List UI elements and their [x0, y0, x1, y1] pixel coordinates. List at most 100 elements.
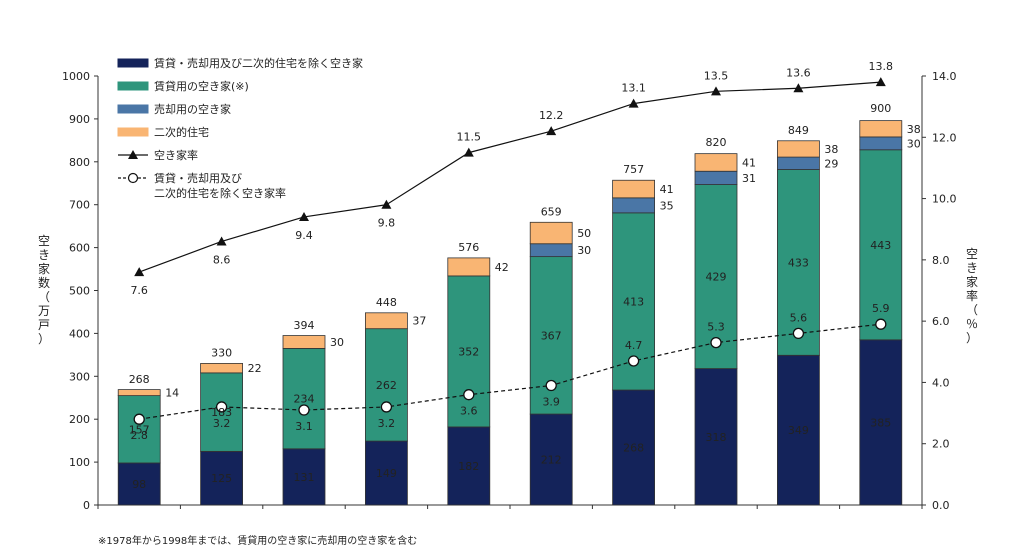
left-tick-label: 600: [69, 242, 90, 255]
segment-value-label: 30: [330, 336, 344, 349]
segment-value-label: 22: [248, 362, 262, 375]
segment-value-label: 157: [129, 423, 150, 436]
legend-swatch: [117, 58, 149, 68]
right-tick-label: 8.0: [932, 254, 950, 267]
segment-value-label: 183: [211, 406, 232, 419]
segment-value-label: 212: [541, 454, 562, 467]
legend-label: 賃貸・売却用及び: [154, 171, 242, 185]
rate-point-circle: [545, 379, 557, 392]
total-value-label: 757: [623, 163, 644, 176]
segment-value-label: 367: [541, 329, 562, 342]
bar-segment: [447, 275, 491, 428]
bar-segment: [859, 120, 903, 138]
segment-value-label: 149: [376, 467, 397, 480]
total-value-label: 820: [706, 136, 727, 149]
total-value-label: 576: [458, 241, 479, 254]
segment-value-label: 131: [294, 471, 315, 484]
segment-value-label: 125: [211, 472, 232, 485]
segment-value-label: 268: [623, 442, 644, 455]
left-tick-label: 900: [69, 113, 90, 126]
bar-segment: [859, 339, 903, 506]
segment-value-label: 262: [376, 379, 397, 392]
rate-point-triangle: [793, 83, 804, 93]
legend-label: 賃貸・売却用及び二次的住宅を除く空き家: [154, 56, 363, 70]
bar-segment: [282, 335, 326, 349]
legend-swatch: [117, 127, 149, 137]
left-tick-label: 300: [69, 370, 90, 383]
rate-point-circle: [627, 355, 640, 367]
segment-value-label: 429: [706, 271, 727, 284]
data-labels: 98 157 14 268 125 183 22 330 131 234 30 394 149 262 37…: [129, 60, 921, 491]
rate-point-circle: [710, 336, 722, 349]
rate-value-label: 5.6: [790, 311, 808, 324]
rate-value-label: 3.9: [542, 395, 560, 408]
segment-value-label: 42: [495, 261, 509, 274]
rate-point-triangle: [216, 236, 227, 246]
legend-label: 空き家率: [154, 148, 198, 162]
left-tick-label: 0: [83, 499, 90, 512]
left-tick-label: 1000: [62, 70, 90, 83]
segment-value-label: 14: [165, 387, 179, 400]
rate-value-label: 5.3: [707, 321, 725, 334]
rate-point-triangle: [628, 98, 639, 108]
bar-segment: [694, 170, 738, 185]
segment-value-label: 385: [870, 416, 891, 429]
legend-swatch: [117, 81, 149, 91]
segment-value-label: 38: [824, 143, 838, 156]
segment-value-label: 234: [294, 393, 315, 406]
bar-segment: [529, 221, 573, 245]
segment-value-label: 38: [907, 123, 921, 136]
right-tick-label: 2.0: [932, 438, 950, 451]
bar-segment: [200, 450, 244, 506]
bar-segment: [777, 169, 820, 356]
rate-value-label: 13.1: [621, 82, 646, 95]
segment-value-label: 98: [132, 478, 146, 491]
rate-value-label: 13.8: [869, 60, 894, 73]
segment-value-label: 50: [577, 227, 591, 240]
rate-point-triangle: [299, 211, 309, 221]
bar-segment: [777, 140, 820, 158]
segment-value-label: 318: [706, 431, 727, 444]
segment-value-label: 352: [458, 345, 479, 358]
rate-point-triangle: [463, 147, 474, 157]
rate-value-label: 7.6: [130, 284, 148, 297]
rate-point-circle: [792, 327, 805, 340]
legend-label: 賃貸用の空き家(※): [154, 79, 249, 93]
vacancy-rate-line: [138, 81, 881, 273]
bar-segment: [694, 368, 738, 506]
rate-value-label: 4.7: [625, 339, 643, 352]
rate-value-label: 3.1: [295, 420, 313, 433]
total-value-label: 448: [376, 296, 397, 309]
bar-segment: [447, 426, 491, 506]
rate-point-circle: [298, 404, 310, 416]
bar-segment: [777, 354, 820, 506]
rate-point-triangle: [875, 77, 886, 87]
left-tick-label: 200: [69, 413, 90, 426]
segment-value-label: 41: [660, 183, 674, 196]
rate-point-circle: [133, 413, 145, 425]
left-tick-label: 700: [69, 199, 90, 212]
legend-circle-marker: [127, 172, 139, 184]
bar-segment: [364, 440, 408, 506]
rate-value-label: 11.5: [457, 131, 482, 144]
y-left-axis-title: 空き家数（万戸）: [38, 234, 50, 346]
segment-value-label: 413: [623, 295, 644, 308]
legend-swatch: [117, 104, 149, 114]
left-tick-label: 100: [69, 456, 90, 469]
right-tick-label: 14.0: [932, 70, 957, 83]
total-value-label: 849: [788, 124, 809, 137]
bar-segment: [200, 363, 244, 374]
rate-point-triangle: [381, 199, 392, 209]
axes: 0 100 200 300 400 500 600 700 800 900 1000 0.0 2.0 4.…: [38, 70, 978, 512]
bar-segment: [447, 257, 491, 277]
left-tick-label: 500: [69, 285, 90, 298]
rate-point-circle: [380, 401, 393, 413]
y-right-axis-title: 空き家率（％）: [966, 247, 978, 345]
total-value-label: 394: [294, 319, 315, 332]
segment-value-label: 41: [742, 156, 756, 169]
footnote: ※1978年から1998年までは、賃貸用の空き家に売却用の空き家を含む: [98, 536, 418, 547]
right-tick-label: 6.0: [932, 315, 950, 328]
total-value-label: 268: [129, 373, 150, 386]
bar-segment: [282, 348, 326, 450]
